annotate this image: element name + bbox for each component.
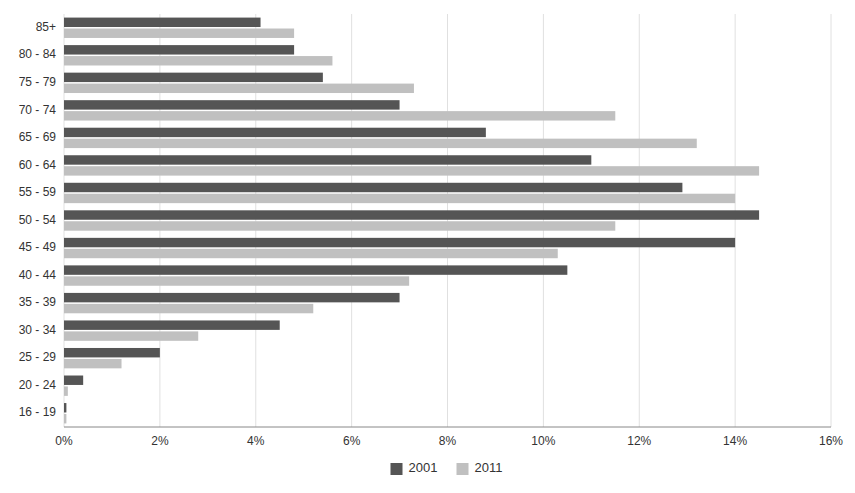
legend-label: 2001 [409, 460, 438, 475]
bar [64, 249, 558, 258]
bar [64, 45, 294, 54]
bar [64, 238, 735, 247]
x-tick-label: 14% [723, 434, 747, 448]
x-tick-label: 4% [247, 434, 265, 448]
bar [64, 73, 323, 82]
bar [64, 29, 294, 38]
x-tick-label: 8% [439, 434, 457, 448]
bar [64, 183, 682, 192]
x-tick-label: 2% [151, 434, 169, 448]
x-axis-line [64, 427, 831, 428]
bars [64, 18, 759, 424]
y-tick-label: 35 - 39 [19, 295, 57, 309]
x-axis: 0% 2% 4% 6% 8% 10% 12% 14% 16% [55, 427, 843, 448]
y-tick-label: 60 - 64 [19, 158, 57, 172]
y-tick-label: 40 - 44 [19, 268, 57, 282]
y-axis: 16 - 19 20 - 24 25 - 29 30 - 34 35 - 39 40 - … [19, 20, 57, 419]
bar [64, 320, 280, 329]
bar [64, 111, 615, 120]
bar [64, 414, 66, 423]
y-tick-label: 75 - 79 [19, 75, 57, 89]
grid-line [351, 14, 352, 427]
grid-line [831, 14, 832, 427]
bar [64, 265, 567, 274]
bar [64, 331, 198, 340]
grid-line [639, 14, 640, 427]
bar [64, 100, 400, 109]
y-tick-label: 85+ [36, 20, 56, 34]
y-tick-label: 70 - 74 [19, 103, 57, 117]
y-tick-label: 55 - 59 [19, 185, 57, 199]
bar [64, 155, 591, 164]
bar [64, 403, 66, 412]
x-tick-label: 10% [531, 434, 555, 448]
bar [64, 128, 486, 137]
x-tick-label: 16% [819, 434, 843, 448]
legend-swatch [457, 463, 469, 475]
bar [64, 84, 414, 93]
y-tick-label: 50 - 54 [19, 213, 57, 227]
bar [64, 221, 615, 230]
y-tick-label: 30 - 34 [19, 323, 57, 337]
y-tick-label: 80 - 84 [19, 47, 57, 61]
legend: 2001 2011 [391, 460, 503, 475]
x-tick-label: 6% [343, 434, 361, 448]
grid-line [543, 14, 544, 427]
y-tick-label: 25 - 29 [19, 350, 57, 364]
grid [64, 14, 831, 427]
bar [64, 276, 409, 285]
bar [64, 194, 735, 203]
legend-swatch [391, 463, 403, 475]
y-tick-label: 45 - 49 [19, 240, 57, 254]
bar [64, 304, 313, 313]
chart-svg: 0% 2% 4% 6% 8% 10% 12% 14% 16% 16 - 19 20 - 24 25 -… [0, 0, 855, 493]
bar [64, 348, 160, 357]
series-bars [64, 29, 759, 424]
grid-line [447, 14, 448, 427]
bar [64, 293, 400, 302]
y-tick-label: 65 - 69 [19, 130, 57, 144]
bar [64, 386, 68, 395]
chart-container: 0% 2% 4% 6% 8% 10% 12% 14% 16% 16 - 19 20 - 24 25 -… [0, 0, 855, 493]
series-bars [64, 18, 759, 413]
x-tick-label: 0% [55, 434, 73, 448]
bar [64, 139, 697, 148]
bar [64, 376, 83, 385]
grid-line [735, 14, 736, 427]
y-tick-label: 20 - 24 [19, 378, 57, 392]
bar [64, 18, 261, 27]
bar [64, 359, 122, 368]
legend-label: 2011 [475, 460, 503, 475]
bar [64, 166, 759, 175]
y-tick-label: 16 - 19 [19, 405, 57, 419]
bar [64, 210, 759, 219]
bar [64, 56, 332, 65]
x-tick-label: 12% [627, 434, 651, 448]
